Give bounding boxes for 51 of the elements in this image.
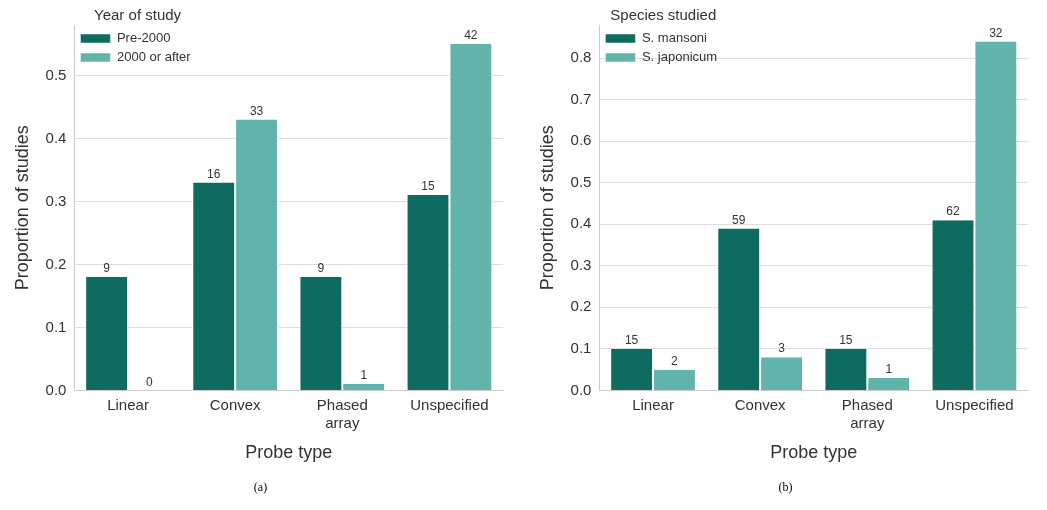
annotation: 3 bbox=[778, 341, 786, 356]
x-tick-label: Unspecified bbox=[410, 395, 489, 413]
y-axis-title: Proportion of studies bbox=[11, 125, 32, 291]
y-tick-label: 0.3 bbox=[45, 191, 67, 209]
legend-label: Pre-2000 bbox=[116, 30, 171, 46]
x-tick-label: Phased array bbox=[841, 395, 893, 431]
legend-label: 2000 or after bbox=[116, 49, 192, 65]
annotation: 1 bbox=[360, 368, 368, 383]
annotation: 0 bbox=[146, 374, 154, 389]
y-tick-label: 0.0 bbox=[45, 380, 67, 398]
y-tick-label: 0.2 bbox=[570, 297, 592, 315]
legend-title: Year of study bbox=[94, 5, 182, 23]
annotation: 15 bbox=[421, 179, 435, 194]
x-tick-label: Convex bbox=[209, 395, 262, 413]
annotation: 15 bbox=[624, 333, 639, 348]
x-tick-label: Phased array bbox=[316, 395, 368, 431]
legend-label: S. mansoni bbox=[641, 30, 708, 46]
y-tick-label: 0.7 bbox=[570, 89, 592, 107]
annotation: 16 bbox=[207, 166, 221, 181]
y-tick-label: 0.5 bbox=[45, 65, 67, 83]
y-axis-title: Proportion of studies bbox=[536, 125, 557, 291]
x-axis-title: Probe type bbox=[245, 442, 333, 463]
y-tick-label: 0.2 bbox=[45, 254, 67, 272]
y-tick-label: 0.8 bbox=[570, 48, 592, 66]
annotation: 62 bbox=[946, 204, 960, 219]
annotation: 9 bbox=[103, 261, 111, 276]
legend-label: S. japonicum bbox=[641, 49, 718, 65]
x-tick-label: Convex bbox=[734, 395, 787, 413]
annotation: 33 bbox=[249, 103, 264, 118]
y-tick-label: 0.4 bbox=[45, 128, 67, 146]
x-axis-title: Probe type bbox=[770, 442, 858, 463]
y-tick-label: 0.5 bbox=[570, 172, 592, 190]
legend-title: Species studied bbox=[610, 5, 717, 23]
annotation: 2 bbox=[671, 353, 679, 368]
annotation: 32 bbox=[989, 25, 1003, 40]
y-tick-label: 0.6 bbox=[570, 131, 592, 149]
annotation: 59 bbox=[732, 212, 746, 227]
annotation: 1 bbox=[885, 362, 893, 377]
y-tick-label: 0.1 bbox=[570, 339, 592, 357]
x-tick-label: Linear bbox=[107, 395, 149, 413]
annotation: 42 bbox=[464, 28, 478, 43]
text: (a) bbox=[253, 480, 268, 495]
y-tick-label: 0.0 bbox=[570, 380, 592, 398]
y-tick-label: 0.3 bbox=[570, 255, 592, 273]
x-tick-label: Unspecified bbox=[935, 395, 1014, 413]
y-tick-label: 0.4 bbox=[570, 214, 592, 232]
text: (b) bbox=[778, 480, 793, 495]
annotation: 15 bbox=[839, 333, 853, 348]
y-tick-label: 0.1 bbox=[45, 317, 67, 335]
annotation: 9 bbox=[317, 261, 325, 276]
x-tick-label: Linear bbox=[632, 395, 674, 413]
